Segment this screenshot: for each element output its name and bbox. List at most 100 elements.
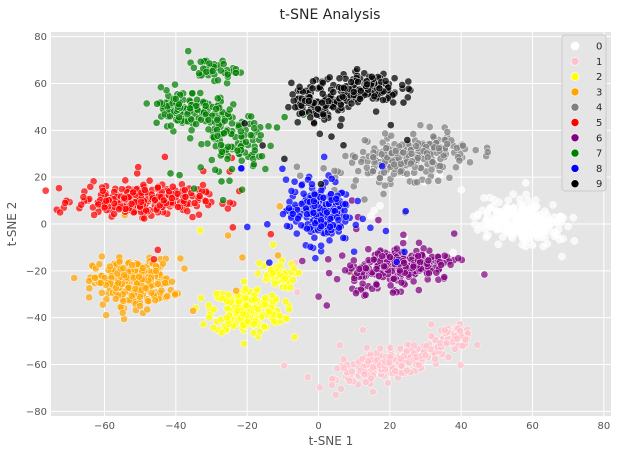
data-point xyxy=(258,152,266,161)
data-point xyxy=(295,83,304,91)
outlier-point xyxy=(280,361,289,370)
data-point xyxy=(295,269,303,277)
data-point xyxy=(559,234,568,243)
data-point xyxy=(288,90,297,99)
data-point xyxy=(110,210,118,218)
data-point xyxy=(197,115,205,124)
data-point xyxy=(386,343,395,352)
outlier-point xyxy=(189,306,197,315)
data-point xyxy=(390,274,398,283)
outlier-point xyxy=(240,277,248,286)
data-point xyxy=(355,265,364,273)
data-point xyxy=(357,158,366,166)
outlier-point xyxy=(449,248,457,257)
data-point xyxy=(325,73,334,82)
data-point xyxy=(211,166,220,174)
outlier-point xyxy=(171,94,180,103)
data-point xyxy=(186,134,195,143)
data-point xyxy=(285,305,294,314)
outlier-point xyxy=(217,177,226,186)
data-point xyxy=(398,81,407,89)
series-3-points xyxy=(70,202,284,323)
data-point xyxy=(362,163,371,172)
data-point xyxy=(356,95,364,103)
data-point xyxy=(375,272,383,280)
data-point xyxy=(70,274,79,282)
data-point xyxy=(450,345,459,353)
data-point xyxy=(144,297,152,306)
data-point xyxy=(128,261,137,269)
data-point xyxy=(333,275,341,284)
outlier-point xyxy=(339,355,348,363)
data-point xyxy=(341,200,350,208)
y-tick-label: −20 xyxy=(26,266,47,277)
data-point xyxy=(102,295,111,304)
data-point xyxy=(358,215,367,223)
data-point xyxy=(303,224,311,233)
x-tick-label: 80 xyxy=(597,421,610,432)
data-point xyxy=(115,205,123,214)
data-point xyxy=(213,116,222,124)
data-point xyxy=(334,216,343,224)
outlier-point xyxy=(392,258,401,266)
data-point xyxy=(509,190,518,199)
data-point xyxy=(432,268,441,277)
data-point xyxy=(205,59,214,68)
x-tick-label: 40 xyxy=(455,421,468,432)
data-point xyxy=(270,317,279,326)
data-point xyxy=(250,295,259,304)
data-point xyxy=(410,341,419,350)
data-point xyxy=(424,177,433,186)
data-point xyxy=(329,88,338,96)
x-tick-label: −20 xyxy=(237,421,258,432)
data-point xyxy=(205,313,213,322)
outlier-point xyxy=(161,153,169,161)
data-point xyxy=(347,78,356,86)
data-point xyxy=(225,105,234,114)
data-point xyxy=(201,102,210,110)
outlier-point xyxy=(175,171,184,179)
outlier-point xyxy=(134,163,143,171)
data-point xyxy=(333,364,342,373)
data-point xyxy=(536,227,545,236)
outlier-point xyxy=(293,288,302,297)
data-point xyxy=(483,148,492,156)
data-point xyxy=(220,129,228,138)
data-point xyxy=(195,192,204,200)
data-point xyxy=(315,383,324,392)
outlier-point xyxy=(290,333,299,341)
series-0-points xyxy=(367,171,579,278)
data-point xyxy=(367,72,376,81)
outlier-point xyxy=(409,130,418,138)
data-point xyxy=(281,274,289,283)
outlier-point xyxy=(352,289,360,298)
data-point xyxy=(124,283,133,292)
legend-marker-6 xyxy=(570,133,580,143)
outlier-point xyxy=(317,180,325,188)
data-point xyxy=(213,132,222,140)
data-point xyxy=(97,252,106,261)
legend-marker-2 xyxy=(570,72,580,81)
data-point xyxy=(403,93,412,102)
data-point xyxy=(261,165,270,173)
data-point xyxy=(403,169,411,178)
data-point xyxy=(466,158,474,167)
data-point xyxy=(446,260,455,269)
outlier-point xyxy=(403,136,412,144)
data-point xyxy=(415,238,423,247)
data-point xyxy=(381,129,389,138)
data-point xyxy=(268,269,277,277)
data-point xyxy=(390,74,399,83)
data-point xyxy=(419,244,428,253)
data-point xyxy=(138,264,147,272)
data-point xyxy=(404,77,413,86)
data-point xyxy=(543,217,552,226)
data-point xyxy=(317,222,326,231)
data-point xyxy=(407,149,416,158)
outlier-point xyxy=(168,182,177,191)
data-point xyxy=(265,308,274,316)
data-point xyxy=(528,241,537,249)
outlier-point xyxy=(335,341,344,350)
data-point xyxy=(427,165,436,174)
